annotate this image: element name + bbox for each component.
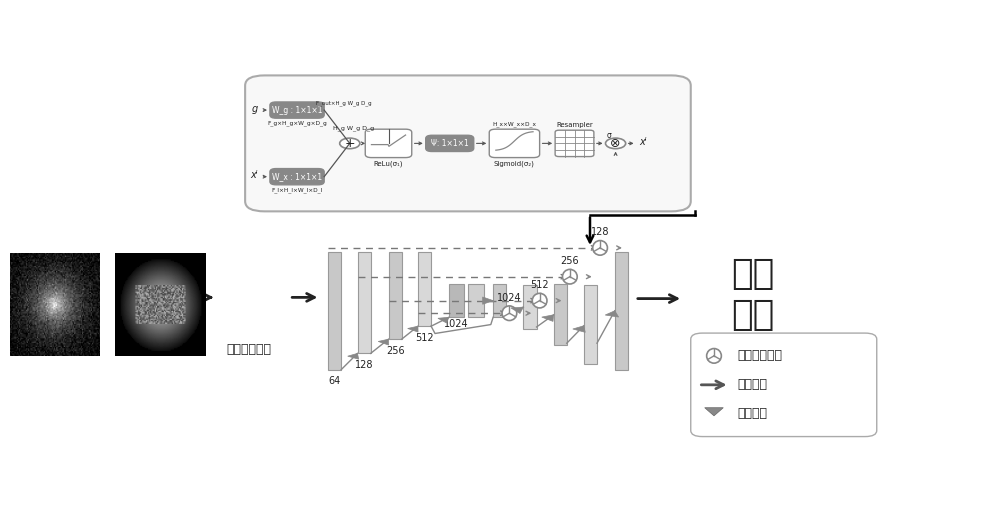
Text: Sigmoid(σ₂): Sigmoid(σ₂) [494,160,535,167]
FancyBboxPatch shape [489,129,540,158]
Text: W_g : 1×1×1: W_g : 1×1×1 [272,105,322,114]
Text: ：下采样: ：下采样 [737,407,767,421]
Bar [554,285,567,345]
Bar [328,252,341,369]
Bar [418,252,431,326]
Ellipse shape [593,240,607,255]
Text: F_l×H_l×W_l×D_l: F_l×H_l×W_l×D_l [271,187,323,192]
Ellipse shape [562,269,577,284]
Text: 总变分最小化: 总变分最小化 [226,343,272,356]
Text: 128: 128 [355,360,373,370]
FancyBboxPatch shape [270,169,324,185]
Ellipse shape [532,294,547,308]
Polygon shape [605,311,619,317]
Text: +: + [344,137,355,150]
FancyBboxPatch shape [426,135,474,151]
FancyBboxPatch shape [691,333,877,436]
Ellipse shape [502,306,517,320]
Polygon shape [573,326,585,333]
Polygon shape [438,317,449,323]
Text: 512: 512 [530,280,549,290]
Text: g: g [251,104,258,114]
Circle shape [340,138,360,149]
FancyBboxPatch shape [365,129,412,158]
Polygon shape [483,297,493,304]
Text: 1024: 1024 [497,293,522,303]
FancyBboxPatch shape [270,102,324,118]
Text: W_x : 1×1×1: W_x : 1×1×1 [272,172,322,181]
Text: 256: 256 [561,256,579,266]
Text: 64: 64 [329,376,341,386]
Text: 128: 128 [591,228,609,238]
Text: 256: 256 [386,346,404,356]
Text: Ψ: 1×1×1: Ψ: 1×1×1 [431,139,469,148]
Polygon shape [348,354,359,359]
Text: 512: 512 [415,333,434,343]
Text: H_g W_g D_g: H_g W_g D_g [333,125,374,131]
Circle shape [606,138,626,149]
Text: H_x×W_x×D_x: H_x×W_x×D_x [492,121,536,127]
Polygon shape [408,326,418,332]
Bar [388,252,402,339]
Polygon shape [542,315,554,321]
Bar [449,284,464,317]
Text: 结果: 结果 [731,298,774,332]
Text: ：注意力模块: ：注意力模块 [737,349,782,363]
Polygon shape [378,339,389,345]
Bar [584,285,597,364]
Polygon shape [511,307,523,314]
Bar [493,284,506,317]
Bar [358,252,371,354]
FancyBboxPatch shape [555,130,594,157]
Bar [615,252,628,369]
Text: ：上采样: ：上采样 [737,378,767,392]
Text: ReLu(σ₁): ReLu(σ₁) [374,160,403,167]
Text: xˡ: xˡ [639,137,646,147]
Text: σ: σ [607,131,612,140]
Text: Resampler: Resampler [556,122,593,128]
Bar [468,284,484,317]
Polygon shape [705,408,723,416]
Text: F_g×H_g×W_g×D_g: F_g×H_g×W_g×D_g [267,120,327,126]
Text: 1024: 1024 [444,319,469,329]
FancyBboxPatch shape [245,75,691,211]
Ellipse shape [707,348,721,363]
Bar [523,285,537,329]
Text: xˡ: xˡ [251,170,258,180]
Text: ⊗: ⊗ [610,137,621,150]
Text: F_out×H_g W_g D_g: F_out×H_g W_g D_g [316,100,371,105]
Text: 采集数据: 采集数据 [153,343,183,356]
Text: 输出: 输出 [731,257,774,291]
